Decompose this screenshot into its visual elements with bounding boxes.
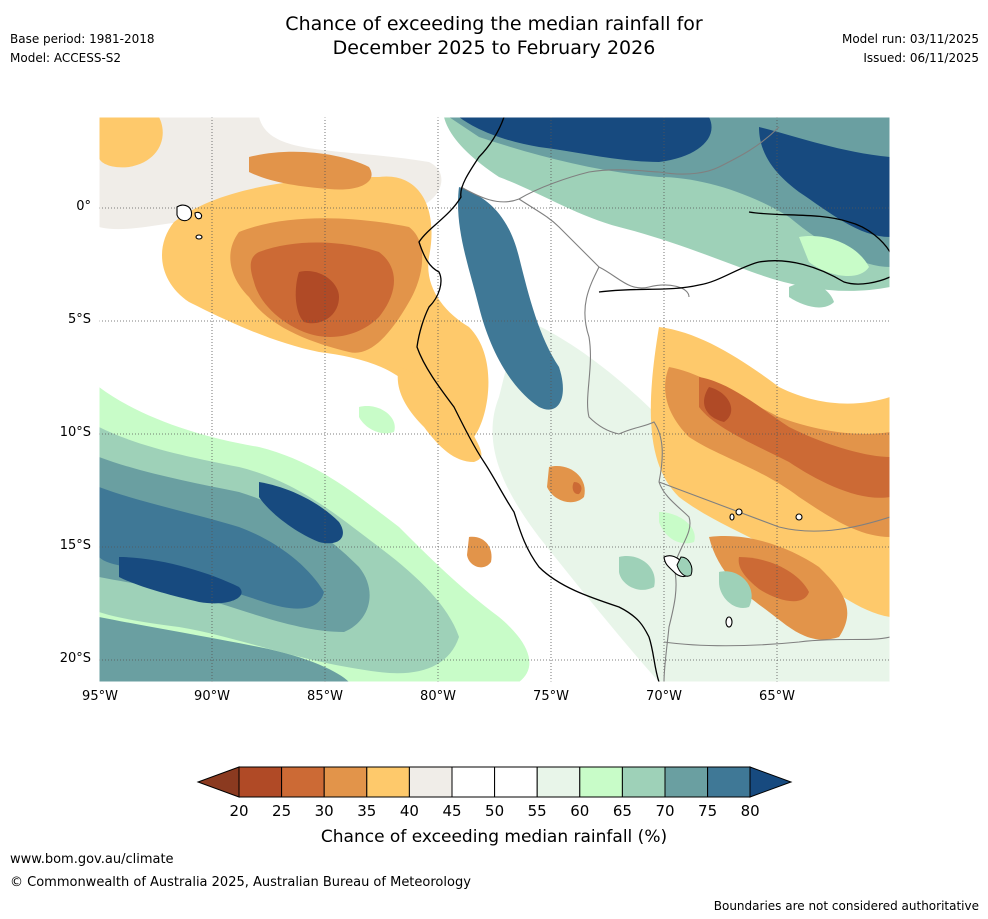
colorbar-tick-label: 60 (570, 802, 590, 820)
colorbar-cell (281, 766, 325, 798)
rainfall-map (99, 117, 890, 682)
lat-label-10s: 10°S (59, 425, 91, 440)
colorbar-tick-label: 40 (399, 802, 419, 820)
colorbar-cell (238, 766, 283, 798)
lat-label-0: 0° (76, 199, 91, 214)
colorbar (196, 766, 793, 798)
colorbar-cell (494, 766, 538, 798)
lat-label-20s: 20°S (59, 651, 91, 666)
colorbar-cell (323, 766, 368, 798)
map-title: Chance of exceeding the median rainfall … (0, 12, 988, 60)
lon-label-90w: 90°W (194, 689, 230, 704)
colorbar-cell (664, 766, 709, 798)
colorbar-cell (536, 766, 581, 798)
issued-date: Issued: 06/11/2025 (863, 51, 979, 65)
title-line-1: Chance of exceeding the median rainfall … (285, 13, 703, 35)
colorbar-tick-label: 45 (442, 802, 462, 820)
coastal-dry-spot-3 (572, 482, 582, 495)
lon-label-80w: 80°W (420, 689, 456, 704)
wet-anomaly-east (759, 127, 890, 237)
colorbar-tick-label: 50 (485, 802, 505, 820)
colorbar-tick-label: 75 (698, 802, 718, 820)
lon-label-65w: 65°W (759, 689, 795, 704)
dry-anomaly-bolivia-3 (704, 387, 732, 422)
dry-patch-top-left (99, 117, 163, 168)
green-blob-1 (619, 556, 655, 590)
lon-label-95w: 95°W (82, 689, 118, 704)
dry-anomaly-bolivia-2 (699, 377, 890, 498)
colorbar-arrow-low (196, 766, 240, 798)
lon-label-70w: 70°W (646, 689, 682, 704)
colorbar-cell (579, 766, 623, 798)
coastal-dry-strip (397, 367, 482, 462)
green-blob-5 (789, 282, 834, 308)
boundary-disclaimer: Boundaries are not considered authoritat… (713, 899, 979, 913)
lon-label-85w: 85°W (307, 689, 343, 704)
wet-band-core-2 (119, 557, 242, 604)
copyright-notice: © Commonwealth of Australia 2025, Austra… (10, 875, 471, 890)
colorbar-tick-label: 65 (612, 802, 632, 820)
green-blob-6 (359, 406, 395, 434)
lon-label-75w: 75°W (533, 689, 569, 704)
title-line-2: December 2025 to February 2026 (332, 37, 656, 59)
colorbar-cell (621, 766, 666, 798)
colorbar-arrow-high (749, 766, 793, 798)
colorbar-cell (451, 766, 496, 798)
wet-anomaly-amazon-2 (459, 117, 712, 162)
colorbar-tick-label: 55 (527, 802, 547, 820)
lake-titicaca (676, 556, 693, 577)
wet-band-3 (99, 487, 324, 609)
green-blob-3 (719, 571, 752, 608)
dry-anomaly-3 (295, 271, 339, 324)
wet-band-core-1 (259, 482, 343, 544)
colorbar-cell (366, 766, 410, 798)
green-blob-2 (659, 512, 695, 544)
website-link[interactable]: www.bom.gov.au/climate (10, 852, 174, 867)
colorbar-label: Chance of exceeding median rainfall (%) (320, 827, 668, 847)
graticule (99, 117, 890, 682)
wet-anomaly-west-coast (458, 187, 563, 410)
green-blob-4 (799, 236, 869, 277)
colorbar-cells (238, 766, 751, 798)
model-name: Model: ACCESS-S2 (10, 51, 122, 65)
colorbar-tick-label: 20 (229, 802, 249, 820)
colorbar-tick-label: 80 (740, 802, 760, 820)
coastlines (416, 117, 890, 682)
dry-anomaly-south-2 (738, 557, 809, 602)
colorbar-cell (707, 766, 751, 798)
colorbar-tick-label: 25 (272, 802, 292, 820)
coastal-dry-spot-1 (467, 536, 492, 568)
model-run: Model run: 03/11/2025 (841, 32, 979, 46)
lat-label-15s: 15°S (59, 538, 91, 553)
colorbar-tick-label: 30 (314, 802, 334, 820)
dry-patch-gulf (249, 151, 372, 190)
colorbar-cell (408, 766, 453, 798)
country-borders (460, 126, 890, 682)
colorbar-tick-label: 35 (357, 802, 377, 820)
colorbar-tick-label: 70 (655, 802, 675, 820)
wet-band-south (99, 617, 349, 682)
base-period: Base period: 1981-2018 (10, 32, 155, 46)
lat-label-5s: 5°S (67, 312, 91, 327)
